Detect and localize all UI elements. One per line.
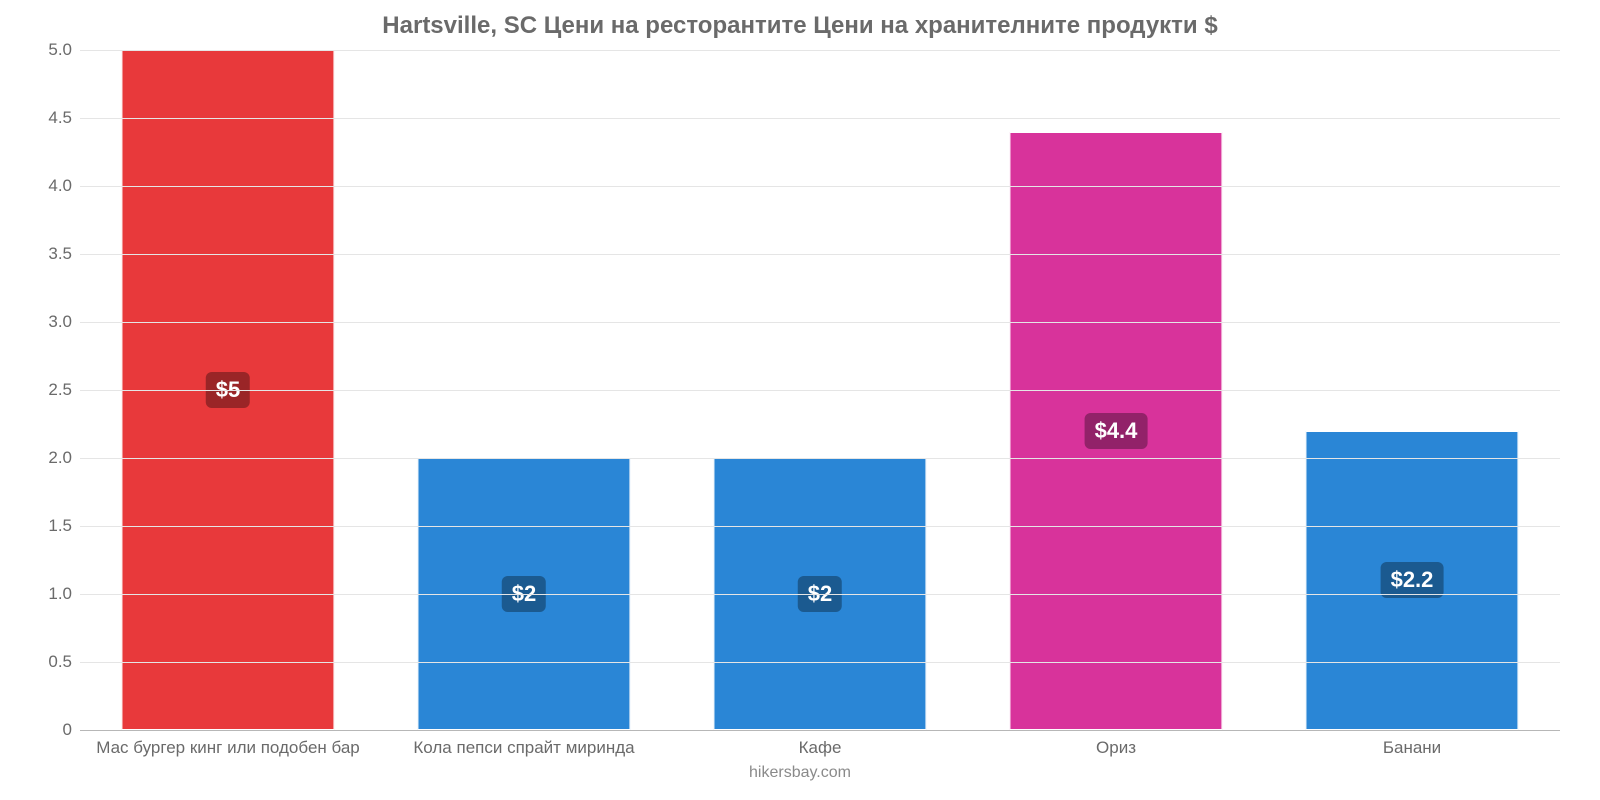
y-tick-label: 3.0 — [30, 312, 72, 332]
price-bar-chart: Hartsville, SC Цени на ресторантите Цени… — [0, 0, 1600, 800]
grid-line — [80, 594, 1560, 595]
chart-title: Hartsville, SC Цени на ресторантите Цени… — [30, 12, 1570, 40]
grid-line — [80, 390, 1560, 391]
y-tick-label: 1.5 — [30, 516, 72, 536]
y-tick-label: 4.0 — [30, 176, 72, 196]
grid-line — [80, 186, 1560, 187]
grid-line — [80, 458, 1560, 459]
x-axis-labels: Мас бургер кинг или подобен барКола пепс… — [80, 738, 1560, 758]
y-tick-label: 1.0 — [30, 584, 72, 604]
grid-line — [80, 254, 1560, 255]
grid-line — [80, 526, 1560, 527]
grid-line — [80, 730, 1560, 731]
x-tick-label: Ориз — [968, 738, 1264, 758]
grid-line — [80, 118, 1560, 119]
y-tick-label: 0.5 — [30, 652, 72, 672]
y-tick-label: 2.5 — [30, 380, 72, 400]
plot-area: $5$2$2$4.4$2.2 00.51.01.52.02.53.03.54.0… — [80, 50, 1560, 730]
y-tick-label: 5.0 — [30, 40, 72, 60]
y-tick-label: 4.5 — [30, 108, 72, 128]
y-tick-label: 2.0 — [30, 448, 72, 468]
x-tick-label: Мас бургер кинг или подобен бар — [80, 738, 376, 758]
x-tick-label: Кафе — [672, 738, 968, 758]
y-tick-label: 3.5 — [30, 244, 72, 264]
x-tick-label: Банани — [1264, 738, 1560, 758]
grid-line — [80, 662, 1560, 663]
value-badge: $2.2 — [1381, 562, 1444, 598]
attribution-text: hikersbay.com — [30, 764, 1570, 782]
value-badge: $4.4 — [1085, 413, 1148, 449]
grid-line — [80, 322, 1560, 323]
x-tick-label: Кола пепси спрайт миринда — [376, 738, 672, 758]
y-tick-label: 0 — [30, 720, 72, 740]
grid-line — [80, 50, 1560, 51]
